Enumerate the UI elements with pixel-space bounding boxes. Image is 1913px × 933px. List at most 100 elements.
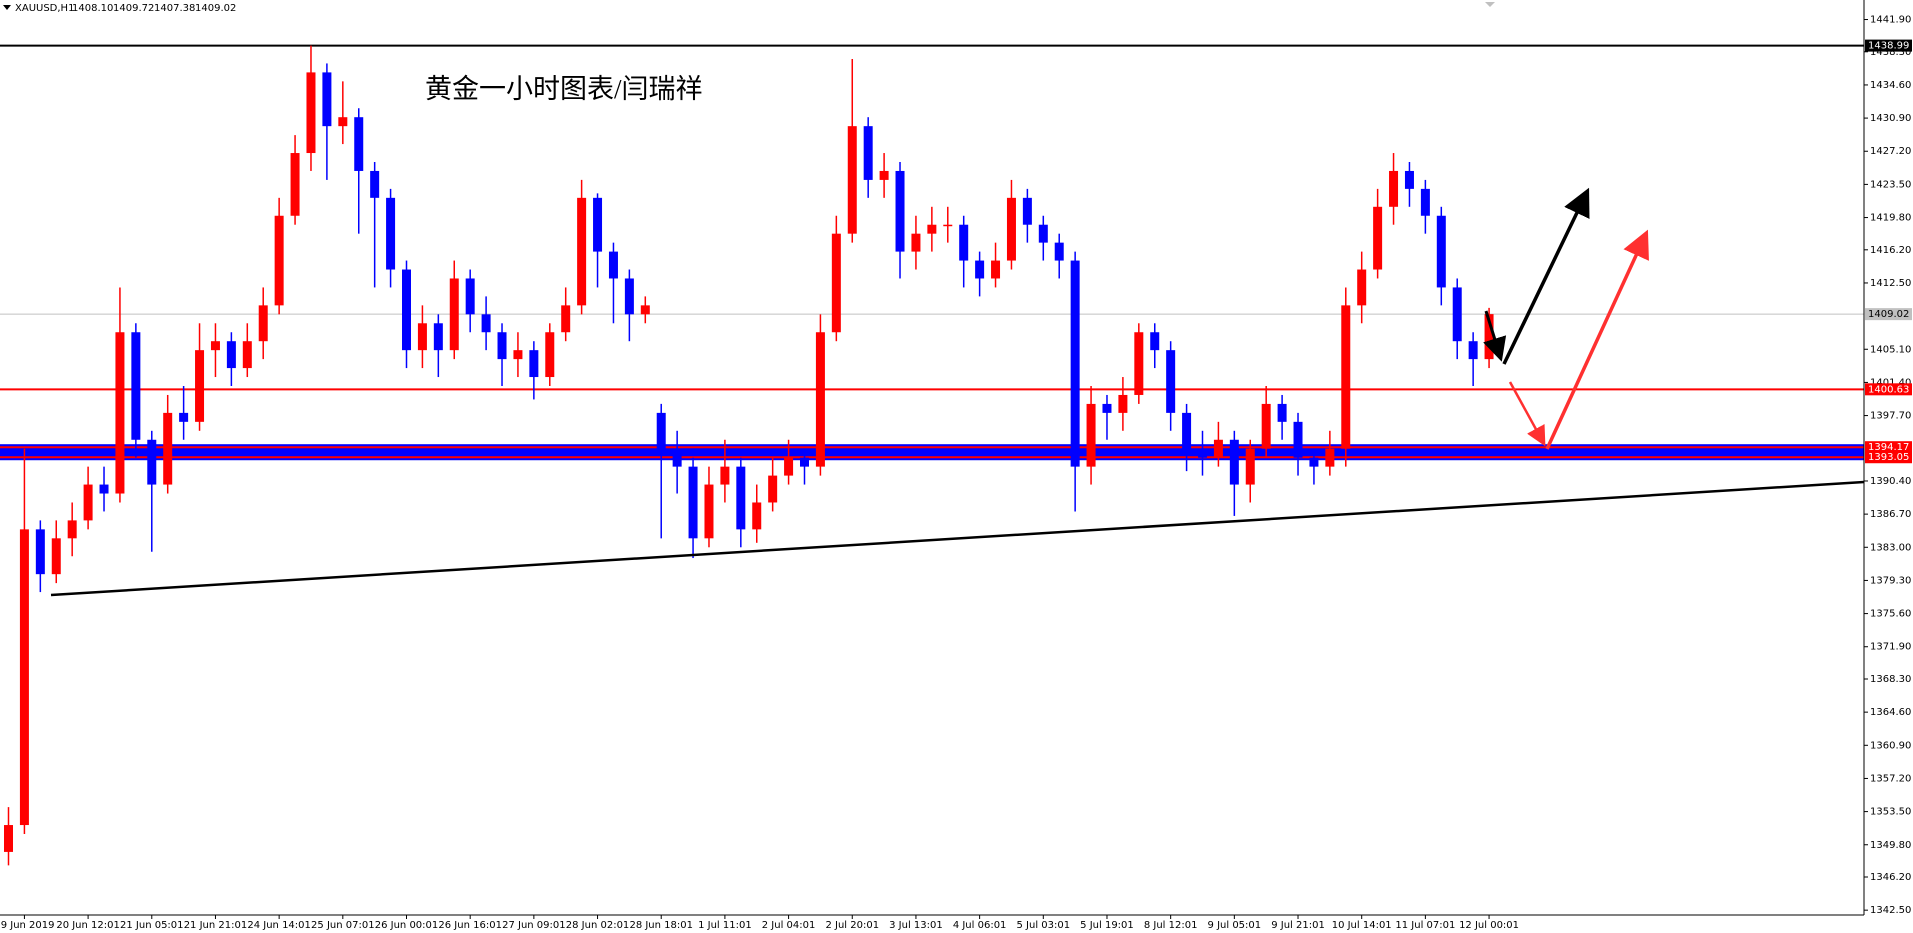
candle-body: [1022, 197, 1032, 225]
candle-body: [847, 126, 857, 234]
candle-body: [879, 170, 889, 180]
candle-body: [1373, 206, 1383, 270]
candle-body: [959, 224, 969, 261]
price-label-box: [1865, 441, 1912, 454]
candle-body: [433, 323, 443, 351]
y-tick-label: 1375.60: [1870, 609, 1911, 620]
candle-body: [1070, 260, 1080, 467]
candle-body: [863, 126, 873, 180]
x-tick-label: 3 Jul 13:01: [889, 920, 943, 931]
y-tick-label: 1346.20: [1870, 872, 1911, 883]
marks: [0, 44, 1864, 866]
candle-body: [704, 484, 714, 539]
y-tick-label: 1441.90: [1870, 15, 1911, 26]
y-tick-label: 1423.50: [1870, 179, 1911, 190]
arrow: [1483, 310, 1507, 362]
price-label-box: [1865, 39, 1912, 52]
y-tick-label: 1353.50: [1870, 807, 1911, 818]
candle-body: [449, 278, 459, 351]
x-tick-label: 20 Jun 12:01: [56, 920, 120, 931]
axis-labels: 1441.90 1438.30 1434.60 1430.90 1427.20 1423.…: [0, 15, 1912, 931]
candle-body: [561, 305, 571, 333]
x-tick-label: 9 Jul 21:01: [1271, 920, 1325, 931]
x-tick-label: 25 Jun 07:01: [311, 920, 375, 931]
candle-body: [1452, 287, 1462, 342]
candle-body: [306, 72, 316, 154]
x-tick-label: 2 Jul 20:01: [825, 920, 879, 931]
candle-body: [1166, 350, 1176, 413]
price-label: 1438.99: [1868, 41, 1909, 52]
candle-body: [752, 502, 762, 530]
y-tick-label: 1364.60: [1870, 707, 1911, 718]
candle-body: [131, 332, 141, 440]
x-tick-label: 4 Jul 06:01: [953, 920, 1007, 931]
candle-body: [290, 153, 300, 216]
y-tick-label: 1383.00: [1870, 542, 1911, 553]
price-label-box: [1865, 383, 1912, 396]
header-icon: [3, 5, 11, 10]
candle-body: [4, 825, 13, 852]
header-value: 1407.38: [154, 3, 195, 14]
candle-body: [768, 475, 778, 503]
candle-body: [911, 233, 921, 252]
candle-body: [163, 412, 173, 485]
candle-body: [147, 439, 157, 485]
candle-body: [1213, 439, 1223, 458]
price-label-box: [1865, 308, 1912, 321]
y-tick-label: 1419.80: [1870, 213, 1911, 224]
header-value: 1409.02: [195, 3, 236, 14]
candle-body: [465, 278, 475, 315]
support-band: [0, 444, 1864, 461]
y-tick-label: 1430.90: [1870, 113, 1911, 124]
candle-body: [831, 233, 841, 333]
candle-body: [35, 529, 45, 575]
candle-body: [322, 72, 332, 127]
y-tick-label: 1360.90: [1870, 740, 1911, 751]
candle-body: [370, 170, 380, 198]
candle-body: [1134, 332, 1144, 395]
candle-body: [1261, 403, 1271, 449]
candle-body: [1038, 224, 1048, 243]
x-tick-label: 5 Jul 03:01: [1016, 920, 1070, 931]
candle-body: [338, 117, 348, 127]
x-tick-label: 24 Jun 14:01: [247, 920, 311, 931]
y-tick-label: 1416.20: [1870, 245, 1911, 256]
arrow: [1502, 187, 1590, 365]
candle-body: [210, 341, 220, 351]
y-tick-label: 1390.40: [1870, 476, 1911, 487]
y-tick-label: 1349.80: [1870, 840, 1911, 851]
x-tick-label: 21 Jun 05:01: [120, 920, 184, 931]
candle-body: [800, 457, 809, 467]
x-tick-label: 28 Jun 02:01: [566, 920, 630, 931]
candle-body: [1468, 341, 1478, 360]
shift-marker: [1485, 2, 1495, 7]
candle-body: [1436, 215, 1446, 288]
candle-body: [1420, 188, 1430, 216]
price-label: 1393.05: [1868, 452, 1909, 463]
candle-body: [529, 350, 539, 378]
x-tick-label: 8 Jul 12:01: [1144, 920, 1198, 931]
price-label-box: [1865, 451, 1912, 464]
candle-body: [513, 350, 523, 360]
candle-body: [195, 350, 205, 422]
y-tick-label: 1371.90: [1870, 642, 1911, 653]
candle-body: [83, 484, 93, 521]
y-tick-label: 1412.50: [1870, 278, 1911, 289]
symbol: XAUUSD,H1: [15, 3, 74, 14]
annotation: 黄金一小时图表/闫瑞祥: [425, 74, 703, 104]
candle-body: [672, 448, 682, 467]
candle-body: [1086, 403, 1096, 467]
y-tick-label: 1401.40: [1870, 377, 1911, 388]
y-tick-label: 1438.30: [1870, 47, 1911, 58]
candle-body: [577, 197, 587, 306]
y-tick-label: 1434.60: [1870, 80, 1911, 91]
candle-body: [1389, 170, 1399, 207]
candle-body: [1150, 332, 1160, 351]
candle-body: [1357, 269, 1367, 306]
candle-body: [1277, 403, 1287, 422]
candle-body: [1309, 457, 1319, 467]
candle-body: [481, 314, 491, 333]
candle-body: [815, 332, 825, 467]
x-tick-label: 26 Jun 00:01: [375, 920, 439, 931]
